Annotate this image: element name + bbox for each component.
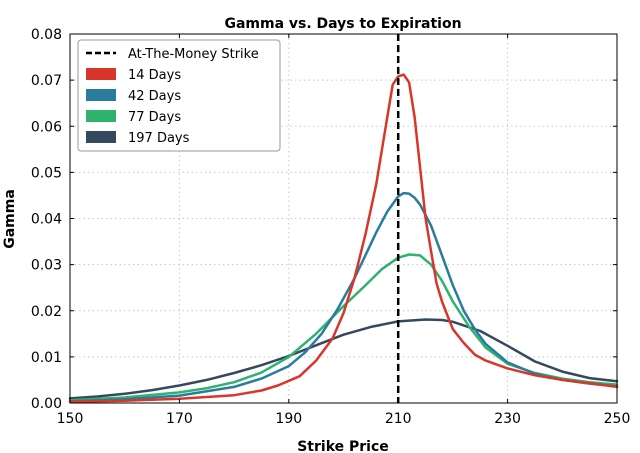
y-tick-label: 0.07 (31, 73, 62, 89)
y-tick-label: 0.04 (31, 212, 62, 228)
y-tick-label: 0.02 (31, 304, 62, 320)
series-line-2 (68, 253, 619, 402)
legend-swatch-0 (86, 68, 116, 80)
series-line-3 (68, 318, 619, 400)
x-tick-label: 250 (604, 411, 631, 427)
y-tick-label: 0.00 (31, 396, 62, 412)
x-tick-label: 210 (385, 411, 412, 427)
legend-swatch-1 (86, 89, 116, 101)
legend-swatch-2 (86, 110, 116, 122)
y-tick-label: 0.06 (31, 119, 62, 135)
y-tick-label: 0.05 (31, 165, 62, 181)
legend-label-3: 197 Days (128, 131, 190, 146)
legend-label-atm: At-The-Money Strike (128, 47, 259, 62)
y-tick-label: 0.08 (31, 27, 62, 43)
series-line-1 (68, 191, 619, 403)
series-line-0 (68, 73, 619, 403)
legend-label-0: 14 Days (128, 68, 181, 83)
y-tick-label: 0.01 (31, 350, 62, 366)
x-axis-title: Strike Price (297, 439, 389, 453)
x-tick-label: 190 (275, 411, 302, 427)
series-layer (68, 73, 619, 403)
y-axis-title: Gamma (2, 189, 18, 249)
x-tick-label: 150 (57, 411, 84, 427)
y-tick-label: 0.03 (31, 258, 62, 274)
legend-label-1: 42 Days (128, 89, 181, 104)
legend: At-The-Money Strike 14 Days 42 Days 77 Days… (77, 39, 281, 152)
chart-title: Gamma vs. Days to Expiration (224, 16, 461, 32)
legend-label-2: 77 Days (128, 110, 181, 125)
y-axis-ticks: 0.00 0.01 0.02 0.03 0.04 0.05 0.06 0.07 0.08 (31, 27, 617, 412)
legend-box (77, 39, 281, 152)
x-tick-label: 170 (166, 411, 193, 427)
legend-swatch-3 (86, 131, 116, 143)
x-axis-ticks: 150 170 190 210 230 250 (57, 34, 631, 427)
x-tick-label: 230 (494, 411, 521, 427)
